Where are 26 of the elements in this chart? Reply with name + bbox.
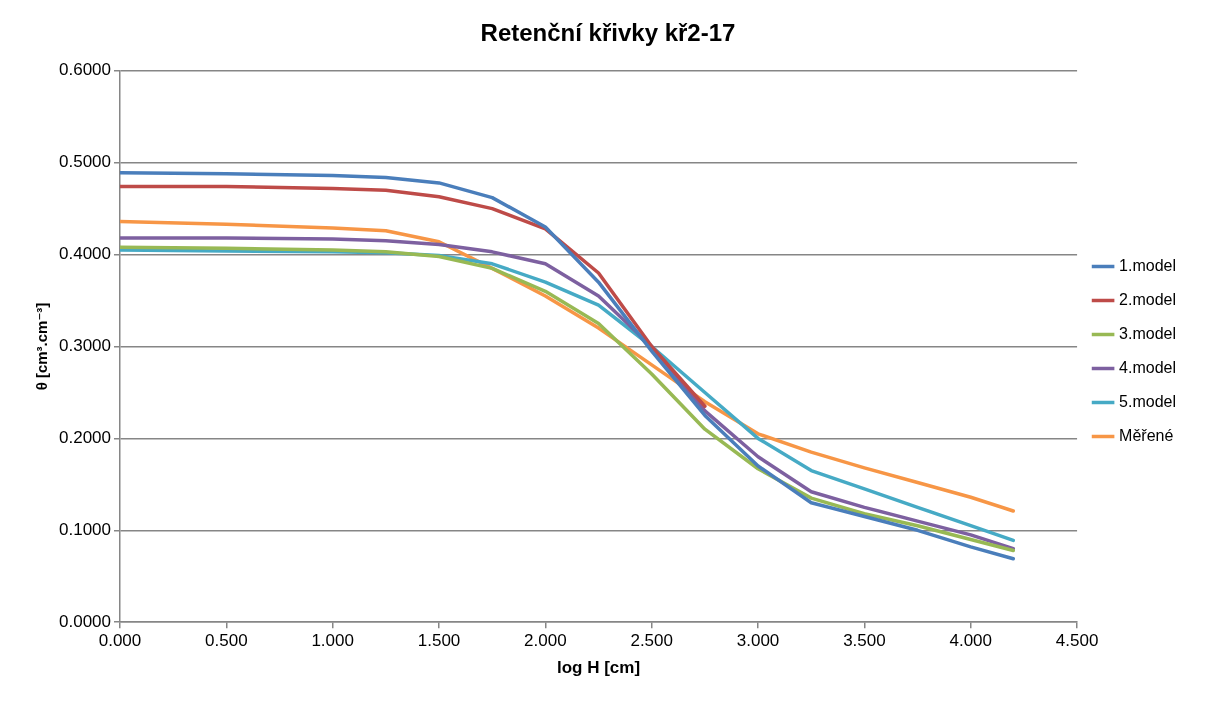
y-tick-label: 0.0000 (59, 611, 111, 631)
x-tick-label: 2.500 (630, 631, 673, 651)
legend-label: Měřené (1119, 426, 1174, 444)
x-tick-label: 4.000 (949, 631, 993, 651)
y-axis-title: θ [cm³.cm⁻³] (33, 302, 51, 391)
x-tick-label: 1.500 (417, 631, 461, 651)
x-axis-title: log H [cm] (556, 658, 641, 678)
chart-title: Retenční křivky kř2-17 (480, 19, 736, 47)
y-tick-label: 0.2000 (59, 428, 111, 448)
y-tick-label: 0.4000 (59, 244, 111, 264)
legend-label: 1.model (1119, 256, 1176, 274)
legend-label: 5.model (1119, 392, 1176, 410)
y-tick-label: 0.5000 (59, 152, 111, 172)
x-tick-label: 0.500 (205, 631, 248, 651)
x-tick-label: 0.000 (98, 631, 142, 651)
x-tick-label: 2.000 (524, 631, 567, 651)
y-tick-label: 0.1000 (59, 519, 111, 539)
x-tick-label: 4.500 (1055, 631, 1099, 651)
y-tick-label: 0.3000 (59, 336, 111, 356)
legend-label: 4.model (1119, 358, 1176, 376)
x-tick-label: 3.500 (843, 631, 886, 651)
legend-label: 2.model (1119, 290, 1176, 308)
x-tick-label: 3.000 (736, 631, 780, 651)
legend-label: 3.model (1119, 324, 1176, 342)
x-tick-label: 1.000 (311, 631, 354, 651)
y-tick-label: 0.6000 (59, 60, 111, 80)
